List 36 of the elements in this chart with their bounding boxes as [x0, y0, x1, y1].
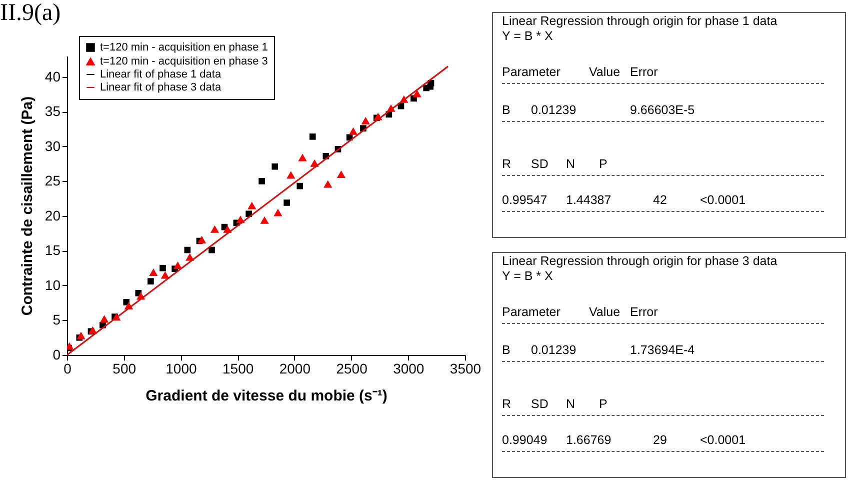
x-tick-label: 3000 — [393, 360, 424, 376]
x-tick-label: 1000 — [166, 360, 197, 376]
text: 0.99547 1.44387 42 <0.0001 — [502, 193, 746, 207]
y-tick-label: 10 — [44, 276, 61, 293]
x-tick-label: 2500 — [336, 360, 368, 376]
x-tick-label: 2000 — [279, 360, 311, 376]
legend-label: t=120 min - acquisition en phase 3 — [100, 56, 268, 68]
y-tick-label: 40 — [44, 68, 61, 84]
y-tick-label: 15 — [44, 242, 61, 258]
y-tick-label: 20 — [44, 207, 61, 224]
text: R SD N P — [502, 157, 608, 171]
x-tick-label: 3500 — [450, 360, 482, 376]
y-tick-label: 35 — [44, 103, 61, 120]
y-tick-label: 30 — [44, 138, 61, 154]
y-tick-label: 25 — [44, 172, 61, 189]
legend-label: Linear fit of phase 1 data — [100, 68, 222, 80]
text: II.9(a) — [0, 0, 61, 26]
x-tick-label: 1500 — [222, 360, 254, 376]
text: 0.99049 1.66769 29 <0.0001 — [502, 433, 746, 447]
x-axis-title: Gradient de vitesse du mobie (s⁻¹) — [146, 388, 388, 404]
text: Linear Regression through origin for phase 3 data — [502, 254, 778, 268]
text: Parameter Value Error — [502, 305, 658, 319]
y-axis-title: Contrainte de cisaillement (Pa) — [18, 96, 36, 316]
x-tick-label: 0 — [64, 360, 72, 376]
text: B 0.01239 1.73694E-4 — [502, 343, 695, 357]
text: B 0.01239 9.66603E-5 — [502, 103, 695, 117]
text: Y = B * X — [502, 269, 553, 283]
y-tick-label: 5 — [52, 312, 61, 328]
text: Y = B * X — [502, 29, 553, 43]
legend-label: t=120 min - acquisition en phase 1 — [100, 42, 268, 54]
legend-label: Linear fit of phase 3 data — [100, 82, 222, 94]
text: Parameter Value Error — [502, 65, 658, 79]
text: Linear Regression through origin for phase 1 data — [502, 14, 778, 28]
x-tick-label: 500 — [112, 360, 136, 376]
text: R SD N P — [502, 397, 608, 411]
y-tick-label: 0 — [52, 346, 61, 362]
